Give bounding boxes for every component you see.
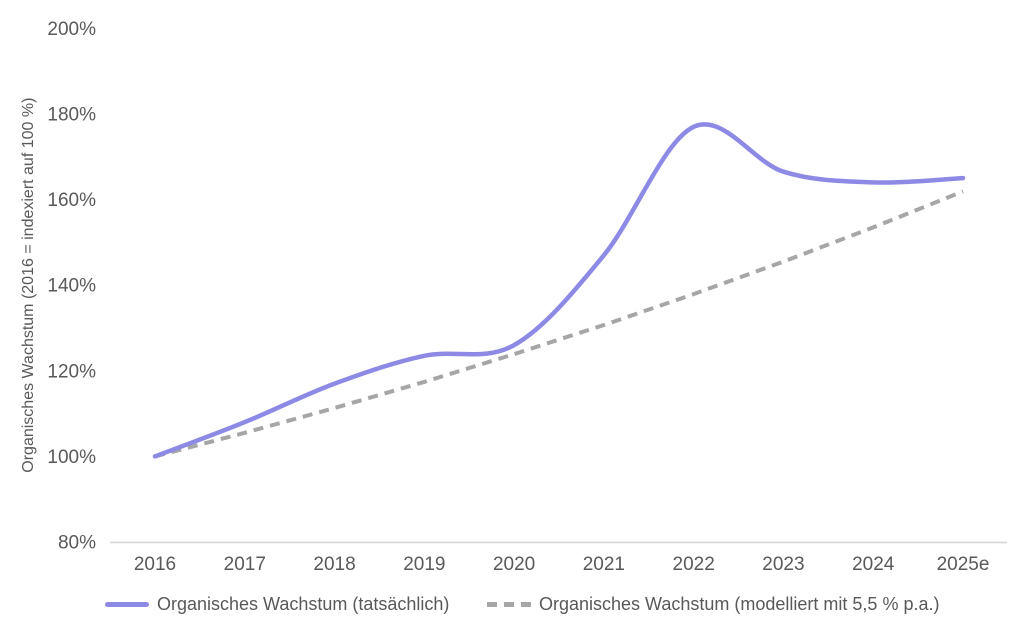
legend-item-actual: Organisches Wachstum (tatsächlich) [105,593,449,615]
legend-label-actual: Organisches Wachstum (tatsächlich) [157,594,450,614]
actual-line [152,122,966,459]
x-tick-label: 2024 [852,554,895,575]
x-tick-label: 2023 [762,554,804,575]
x-tick-label: 2016 [134,554,176,575]
x-tick-label: 2021 [583,554,625,575]
y-tick-label: 100% [47,447,96,468]
modeled-line [154,189,964,459]
legend: Organisches Wachstum (tatsächlich) Organ… [0,593,1024,615]
modeled-series-swatch-icon [487,601,531,607]
y-tick-label: 200% [47,19,96,40]
x-tick-label: 2022 [673,554,715,575]
y-tick-label: 160% [47,190,96,211]
y-tick-label: 120% [47,361,96,382]
legend-label-modeled: Organisches Wachstum (modelliert mit 5,5… [539,594,940,614]
x-tick-label: 2019 [403,554,445,575]
y-tick-label: 80% [58,533,96,554]
x-tick-label: 2017 [224,554,266,575]
x-tick-label: 2020 [493,554,535,575]
y-tick-label: 140% [47,276,96,297]
x-tick-label: 2025e [937,554,990,575]
actual-series-swatch-icon [105,601,149,607]
y-axis-title: Organisches Wachstum (2016 = indexiert a… [20,98,37,473]
x-tick-label: 2018 [313,554,355,575]
y-tick-label: 180% [47,104,96,125]
legend-item-modeled: Organisches Wachstum (modelliert mit 5,5… [487,593,939,615]
